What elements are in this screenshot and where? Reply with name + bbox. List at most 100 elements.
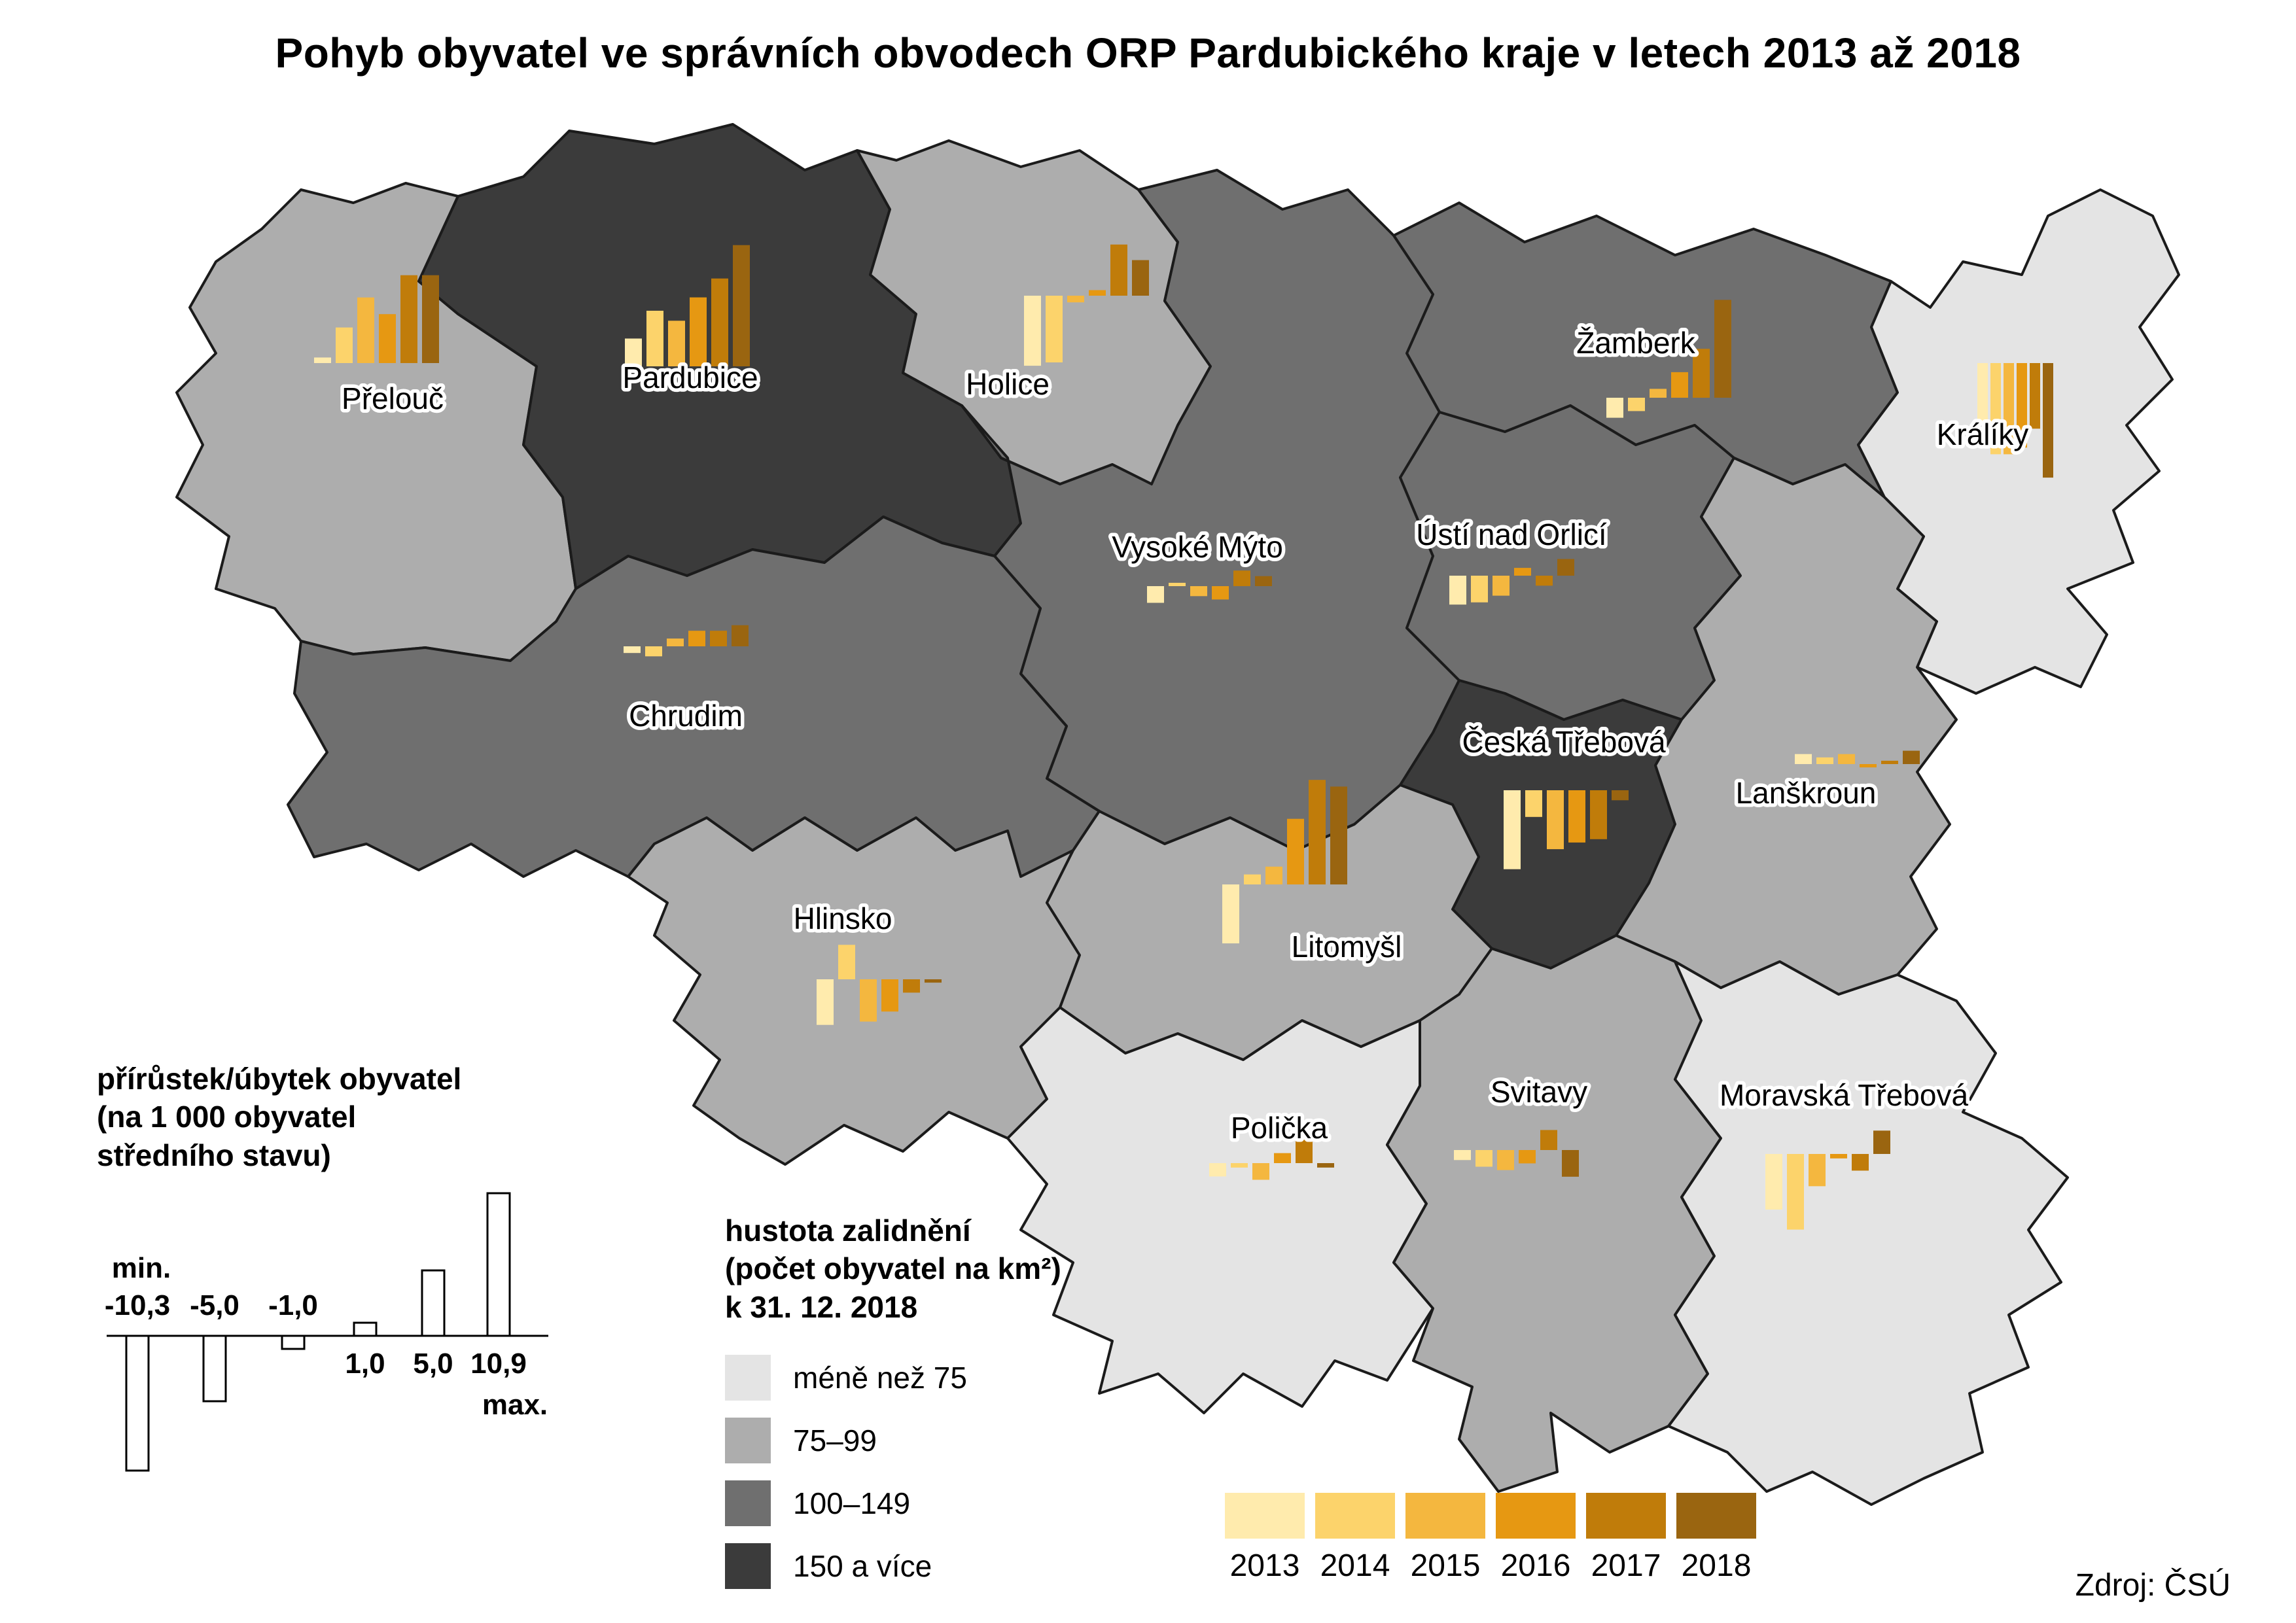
district-policka — [1006, 1006, 1434, 1414]
district-label-policka: Polička — [1231, 1111, 1328, 1145]
rate-legend-title-line3: středního stavu) — [97, 1138, 331, 1172]
year-label: 2018 — [1681, 1548, 1752, 1583]
bar-hlinsko-2018 — [925, 979, 942, 983]
district-label-prelouc: Přelouč — [342, 381, 444, 415]
year-swatch-row — [1225, 1493, 1767, 1539]
year-label: 2016 — [1500, 1548, 1571, 1583]
rate-scale-bar — [353, 1321, 378, 1337]
district-labels: Přelouč Pardubice Holice Žamberk Králíky Vyso… — [338, 323, 2032, 1149]
bar-moravska-trebova-2015 — [1809, 1154, 1826, 1187]
page-title: Pohyb obyvatel ve správních obvodech ORP… — [275, 29, 2021, 77]
bar-usti-nad-orlici-2015 — [1492, 576, 1510, 596]
district-label-moravska-trebova: Moravská Třebová — [1720, 1078, 1969, 1112]
rate-scale-tick-label: 10,9 — [470, 1348, 527, 1380]
year-swatch — [1496, 1493, 1576, 1539]
year-label: 2013 — [1229, 1548, 1300, 1583]
bar-litomysl-2013 — [1222, 884, 1239, 944]
density-legend: hustota zalidnění (počet obyvatel na km²… — [725, 1212, 1061, 1606]
rate-legend-title: přírůstek/úbytek obyvatel (na 1 000 obyv… — [97, 1060, 594, 1174]
bar-kraliky-2016 — [2017, 363, 2027, 448]
district-label-litomysl: Litomyšl — [1292, 930, 1402, 964]
bar-kraliky-2018 — [2043, 363, 2053, 478]
year-swatch — [1405, 1493, 1485, 1539]
bar-holice-2014 — [1046, 296, 1063, 362]
bar-pardubice-2014 — [646, 311, 663, 366]
density-swatch — [725, 1418, 771, 1464]
bar-lanskroun-2017 — [1881, 760, 1898, 764]
bar-prelouc-2015 — [357, 297, 374, 363]
bar-chrudim-2015 — [667, 638, 684, 646]
bar-vysoke-myto-2016 — [1212, 586, 1229, 600]
bar-pardubice-2017 — [711, 278, 728, 366]
bar-lanskroun-2018 — [1903, 750, 1920, 764]
bar-svitavy-2013 — [1454, 1150, 1471, 1161]
bar-usti-nad-orlici-2016 — [1514, 568, 1531, 576]
bar-kraliky-2017 — [2030, 363, 2040, 429]
bar-prelouc-2017 — [400, 275, 417, 363]
source-note: Zdroj: ČSÚ — [2075, 1568, 2231, 1603]
rate-scale-tick-label: -1,0 — [268, 1289, 318, 1321]
bar-policka-2016 — [1274, 1153, 1291, 1163]
district-label-kraliky: Králíky — [1937, 417, 2029, 451]
year-legend: 2013 2014 2015 2016 2017 2018 — [1225, 1493, 1767, 1584]
bar-litomysl-2015 — [1265, 866, 1282, 884]
year-swatch — [1586, 1493, 1666, 1539]
bar-vysoke-myto-2017 — [1233, 570, 1250, 586]
bar-chrudim-2017 — [710, 631, 727, 646]
rate-scale-tick-label: -10,3 — [105, 1289, 170, 1321]
bar-moravska-trebova-2016 — [1830, 1154, 1847, 1159]
density-swatch — [725, 1543, 771, 1590]
rate-scale-bar — [125, 1335, 150, 1472]
bar-chrudim-2018 — [732, 625, 749, 646]
bar-hlinsko-2017 — [903, 979, 920, 993]
bar-chrudim-2016 — [688, 631, 705, 646]
bar-policka-2017 — [1296, 1140, 1313, 1163]
density-class-label: méně než 75 — [793, 1361, 967, 1395]
density-class-label: 75–99 — [793, 1423, 877, 1458]
bar-hlinsko-2016 — [881, 979, 898, 1012]
bar-pardubice-2013 — [625, 338, 642, 366]
rate-scale-max-label: max. — [482, 1389, 548, 1421]
bar-ceska-trebova-2016 — [1568, 790, 1585, 843]
district-hlinsko — [627, 816, 1081, 1166]
rate-scale-tick-label: -5,0 — [190, 1289, 239, 1321]
bar-usti-nad-orlici-2014 — [1471, 576, 1488, 602]
rate-legend-title-line1: přírůstek/úbytek obyvatel — [97, 1062, 462, 1096]
rate-scale-tick-label: 1,0 — [345, 1348, 385, 1380]
district-moravska-trebova — [1667, 960, 2069, 1506]
bar-usti-nad-orlici-2018 — [1557, 559, 1574, 576]
year-label-row: 2013 2014 2015 2016 2017 2018 — [1225, 1539, 1767, 1584]
density-class-label: 150 a více — [793, 1549, 932, 1584]
bar-svitavy-2017 — [1540, 1130, 1557, 1150]
year-label: 2017 — [1591, 1548, 1661, 1583]
bar-litomysl-2017 — [1309, 780, 1326, 884]
bar-pardubice-2015 — [668, 321, 685, 366]
density-class-row: 100–149 — [725, 1480, 1061, 1527]
district-label-usti-nad-orlici: Ústí nad Orlicí — [1416, 517, 1607, 551]
rate-scale-bar — [202, 1335, 227, 1403]
density-swatch — [725, 1480, 771, 1527]
density-class-row: 75–99 — [725, 1418, 1061, 1464]
density-legend-title-line1: hustota zalidnění — [725, 1213, 971, 1248]
bar-ceska-trebova-2014 — [1525, 790, 1542, 817]
rate-scale-bar — [486, 1192, 511, 1337]
district-label-svitavy: Svitavy — [1491, 1075, 1587, 1109]
bar-vysoke-myto-2014 — [1169, 582, 1186, 586]
rate-scale-bar — [281, 1335, 306, 1350]
bar-vysoke-myto-2018 — [1255, 576, 1272, 586]
density-class-row: 150 a více — [725, 1543, 1061, 1590]
district-label-hlinsko: Hlinsko — [794, 901, 892, 935]
bar-hlinsko-2013 — [817, 979, 834, 1025]
bar-chrudim-2014 — [645, 646, 662, 657]
bar-svitavy-2015 — [1497, 1150, 1514, 1170]
bar-prelouc-2016 — [379, 314, 396, 363]
district-shapes — [175, 123, 2180, 1506]
district-label-vysoke-myto: Vysoké Mýto — [1112, 530, 1283, 564]
bar-ceska-trebova-2017 — [1590, 790, 1607, 839]
rate-scale-min-label: min. — [112, 1252, 171, 1284]
bar-prelouc-2013 — [314, 357, 331, 363]
density-swatch — [725, 1355, 771, 1401]
bar-holice-2018 — [1132, 260, 1149, 296]
